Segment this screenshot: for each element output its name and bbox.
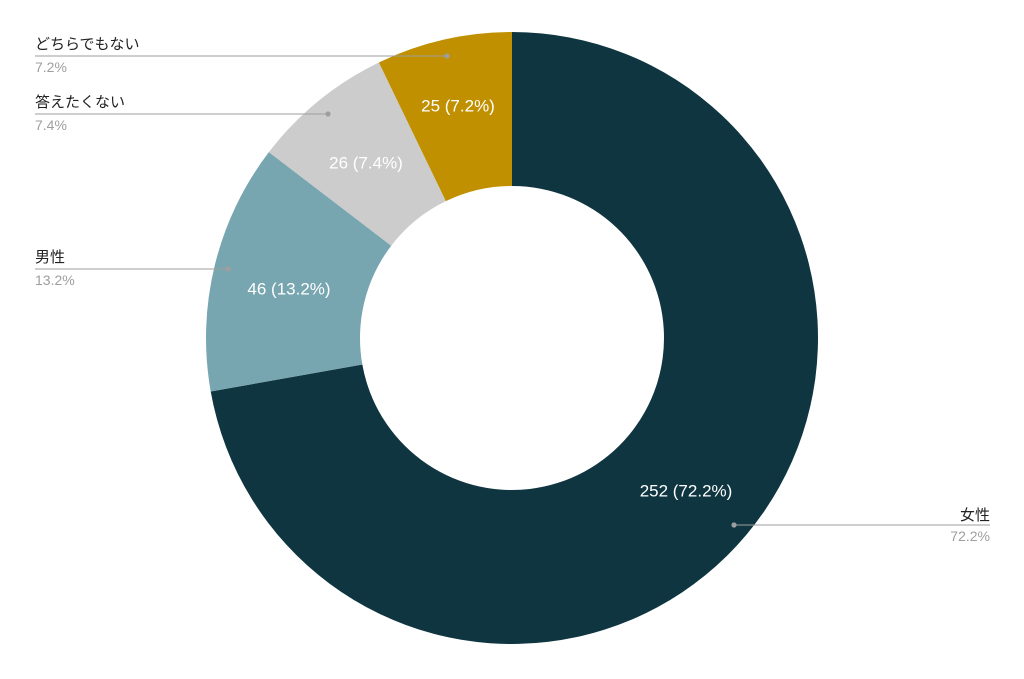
slice-value-label: 252 (72.2%) (640, 481, 733, 500)
slice-value-label: 25 (7.2%) (421, 96, 495, 115)
callout-percent: 13.2% (35, 272, 75, 288)
callout-dot (444, 53, 450, 59)
slice-value-label: 26 (7.4%) (329, 153, 403, 172)
callout-percent: 7.2% (35, 59, 67, 75)
donut-slice-2 (268, 62, 446, 246)
slice-value-label: 46 (13.2%) (247, 279, 330, 298)
callout-dot (731, 522, 737, 528)
callout-percent: 7.4% (35, 117, 67, 133)
callout-name: 答えたくない (35, 93, 125, 111)
callout-dot (225, 266, 231, 272)
donut-slice-0 (210, 32, 818, 644)
donut-slice-3 (378, 31, 512, 202)
callout-name: どちらでもない (35, 35, 140, 53)
callout-percent: 72.2% (950, 528, 990, 544)
callout-dot (325, 111, 331, 117)
callout-name: 女性 (960, 506, 990, 524)
donut-slice-1 (206, 152, 392, 392)
callout-name: 男性 (35, 248, 65, 266)
